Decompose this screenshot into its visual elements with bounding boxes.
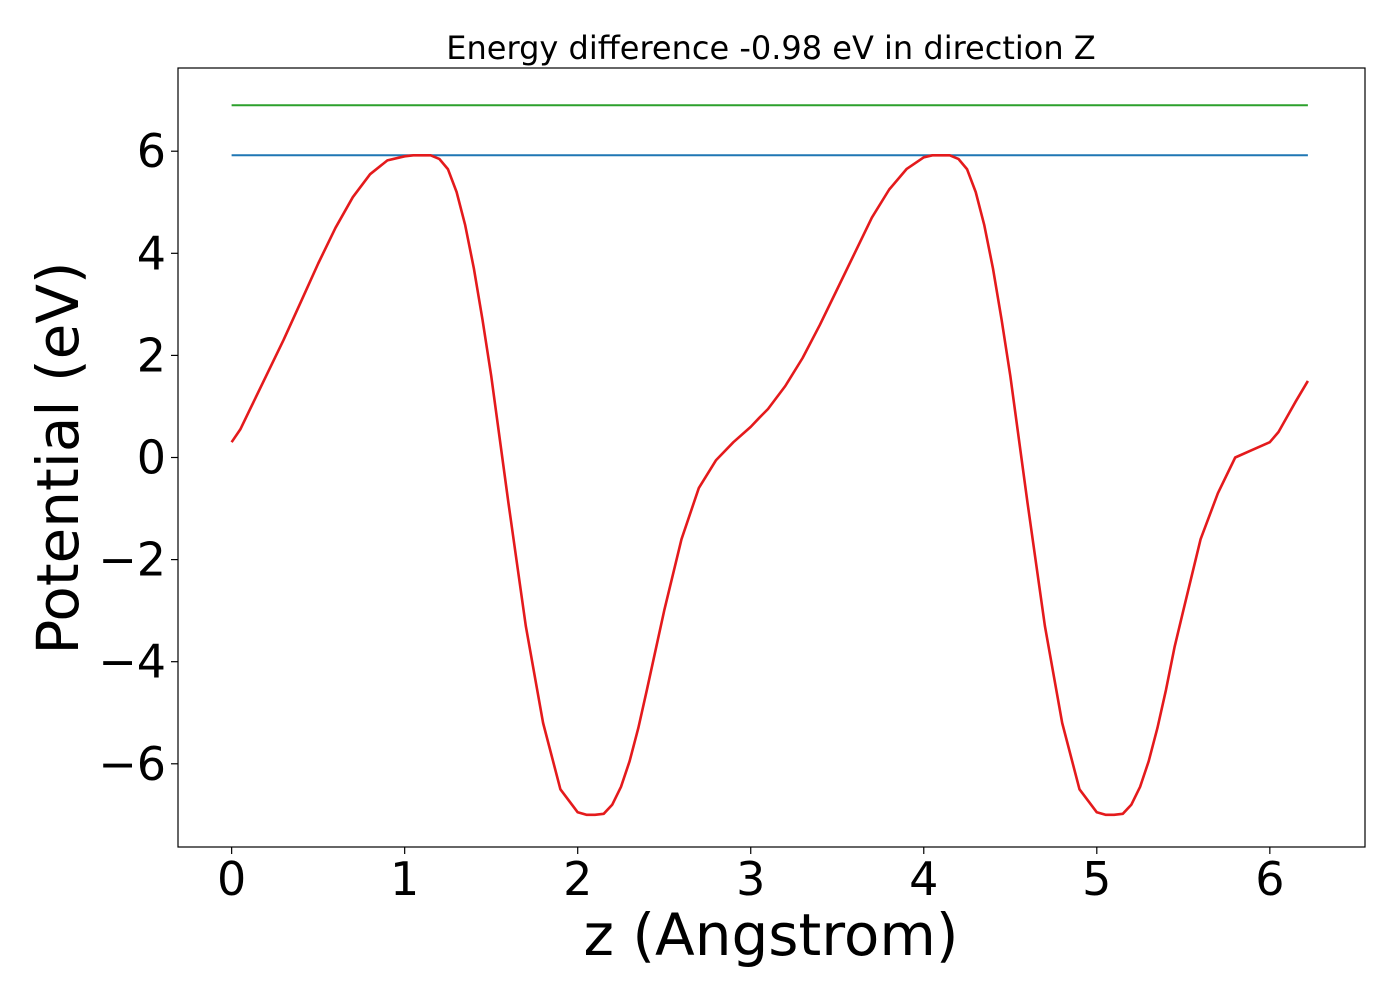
- x-axis-label: z (Angstrom): [584, 901, 959, 969]
- y-tick-label: 0: [137, 431, 166, 485]
- x-axis-ticks: 0 1 2 3 4 5 6: [217, 847, 1284, 906]
- x-tick-label: 0: [217, 852, 246, 906]
- y-tick-label: −6: [98, 737, 166, 791]
- y-axis-ticks: 6 4 2 0 −2 −4 −6: [98, 124, 178, 791]
- x-tick-label: 2: [563, 852, 592, 906]
- x-tick-label: 6: [1255, 852, 1284, 906]
- series-layer: [230, 104, 1310, 817]
- y-tick-label: 2: [137, 328, 166, 382]
- x-tick-label: 3: [736, 852, 765, 906]
- x-tick-label: 4: [909, 852, 938, 906]
- x-tick-label: 5: [1082, 852, 1111, 906]
- chart-title: Energy difference -0.98 eV in direction …: [446, 29, 1095, 67]
- series-line-2: [230, 154, 1310, 817]
- y-tick-label: 4: [137, 226, 166, 280]
- y-tick-label: −2: [98, 533, 166, 587]
- plot-frame: [177, 67, 1366, 848]
- y-axis-label: Potential (eV): [24, 261, 92, 654]
- x-tick-label: 1: [390, 852, 419, 906]
- y-tick-label: 6: [137, 124, 166, 178]
- y-tick-label: −4: [98, 635, 166, 689]
